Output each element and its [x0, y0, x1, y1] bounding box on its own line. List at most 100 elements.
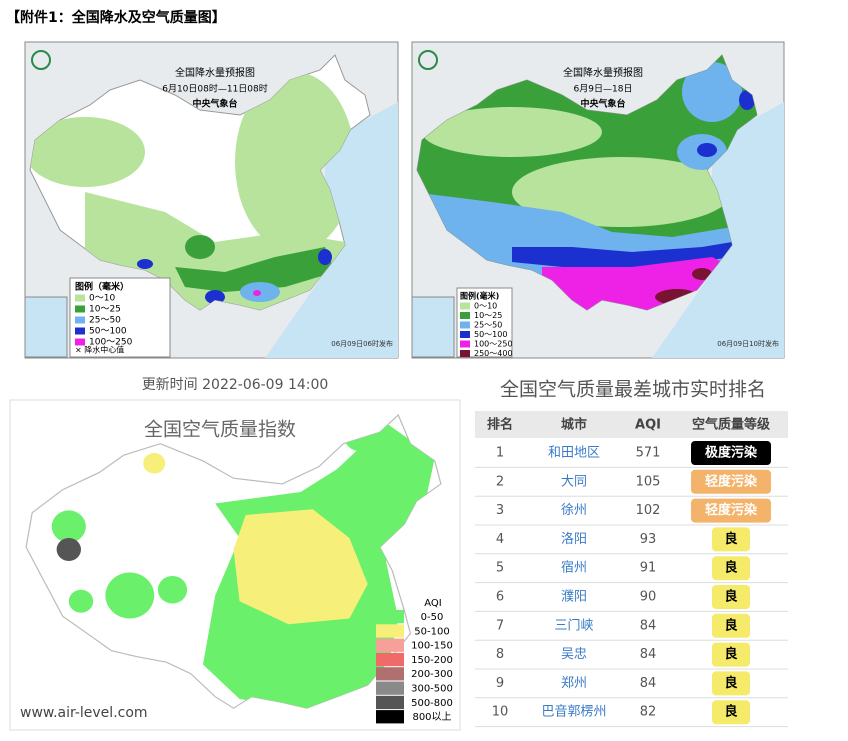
aqi-legend-swatch: [376, 710, 404, 724]
legend-label: 0～10: [89, 294, 115, 304]
legend-center-mark: × 降水中心值: [75, 345, 124, 355]
level: 良: [724, 617, 737, 633]
level: 良: [724, 531, 737, 547]
legend-swatch: [75, 338, 85, 346]
legend-swatch: [460, 331, 470, 338]
legend-label: 50～100: [89, 327, 127, 337]
precip-map: 全国降水量预报图 6月10日08时—11日08时 中央气象台 图例（毫米） 0～…: [24, 41, 399, 359]
aqi-legend-label: 800以上: [412, 711, 451, 723]
legend-label: 25～50: [474, 321, 502, 330]
level-badge: [712, 642, 750, 667]
aqi-map: 全国空气质量指数 AQI 0-50 50-100 100-150 150-200 200…: [9, 399, 461, 731]
aqi: 102: [636, 503, 661, 518]
aqi-legend-label: 300-500: [411, 684, 453, 695]
city: 徐州: [561, 503, 587, 518]
aqi-legend-swatch: [376, 695, 404, 710]
map-period: 6月10日08时—11日08时: [162, 83, 268, 95]
level-badge: [691, 441, 771, 465]
aqi-legend-label: 0-50: [421, 612, 444, 623]
level-badge: [712, 700, 750, 725]
rank: 5: [496, 561, 504, 576]
aqi-legend-swatch: [376, 638, 404, 652]
level: 良: [724, 704, 737, 720]
update-time: 更新时间 2022-06-09 14:00: [142, 377, 329, 393]
precip-map: 全国降水量预报图 6月9日—18日 中央气象台 图例(毫米) 0～1010～25…: [411, 41, 785, 359]
aqi-legend-label: 100-150: [411, 641, 453, 652]
legend-label: 10～25: [474, 311, 502, 320]
level: 良: [724, 589, 737, 605]
legend-label: 25～50: [89, 316, 121, 326]
city: 宿州: [561, 560, 587, 576]
legend-label: 10～25: [89, 305, 121, 315]
rank: 2: [496, 474, 504, 489]
level: 轻度污染: [705, 473, 758, 489]
aqi-footer: www.air-level.com: [20, 705, 148, 721]
legend-swatch: [75, 316, 85, 324]
rank: 6: [496, 590, 504, 605]
aqi-legend-label: 150-200: [411, 655, 453, 666]
city: 和田地区: [548, 446, 600, 461]
city: 洛阳: [561, 532, 587, 547]
table-title: 全国空气质量最差城市实时排名: [500, 379, 766, 401]
aqi-title: 全国空气质量指数: [144, 419, 296, 441]
aqi-legend-swatch: [376, 624, 404, 638]
level-badge: [691, 469, 771, 494]
aqi-legend-label: 500-800: [411, 698, 453, 709]
level-badge: [712, 585, 750, 609]
level: 极度污染: [705, 445, 758, 461]
level: 良: [724, 675, 737, 691]
legend-swatch: [460, 350, 470, 357]
level: 良: [724, 646, 737, 662]
level-badge: [712, 527, 750, 552]
level-badge: [712, 671, 750, 696]
column-header: 排名: [487, 417, 513, 433]
column-header: AQI: [635, 418, 661, 433]
legend-label: 250～400: [474, 349, 513, 358]
map-title: 全国降水量预报图: [175, 66, 255, 79]
legend-swatch: [460, 312, 470, 319]
legend-label: 50～100: [474, 330, 507, 339]
map-period: 6月9日—18日: [574, 84, 633, 95]
aqi-legend-swatch: [376, 681, 404, 695]
column-header: 城市: [561, 417, 587, 433]
level: 良: [724, 560, 737, 576]
legend-label: 0～10: [474, 302, 497, 311]
level: 轻度污染: [705, 502, 758, 518]
legend-title: 图例（毫米）: [75, 281, 129, 293]
legend-swatch: [460, 340, 470, 348]
level-badge: [712, 613, 750, 638]
legend-swatch: [75, 294, 85, 302]
aqi: 93: [640, 532, 657, 547]
aqi: 91: [640, 561, 657, 576]
city: 郑州: [561, 676, 587, 691]
header: 【附件1：全国降水及空气质量图】: [6, 9, 226, 26]
rank: 8: [496, 647, 504, 662]
map-agency: 中央气象台: [192, 98, 237, 110]
aqi-legend-swatch: [376, 667, 404, 681]
map-title: 全国降水量预报图: [563, 66, 643, 79]
legend-title: 图例(毫米): [460, 291, 499, 301]
aqi: 84: [640, 618, 657, 633]
legend-swatch: [75, 327, 85, 335]
aqi-legend-swatch: [376, 652, 404, 667]
city: 三门峡: [554, 618, 593, 633]
aqi: 90: [640, 590, 657, 605]
city: 濮阳: [561, 590, 587, 605]
city: 大同: [561, 474, 587, 489]
map-agency: 中央气象台: [580, 98, 625, 110]
aqi: 105: [636, 474, 661, 489]
aqi: 82: [640, 705, 657, 720]
aqi: 84: [640, 676, 657, 691]
map-issued: 06月09日10时发布: [717, 339, 779, 348]
legend-swatch: [75, 305, 85, 313]
aqi-legend-label: 50-100: [414, 626, 449, 637]
legend-label: 100～250: [89, 338, 133, 348]
rank: 7: [496, 618, 504, 633]
legend-swatch: [460, 321, 470, 329]
rank: 10: [492, 705, 509, 720]
column-header: 空气质量等级: [692, 417, 771, 433]
